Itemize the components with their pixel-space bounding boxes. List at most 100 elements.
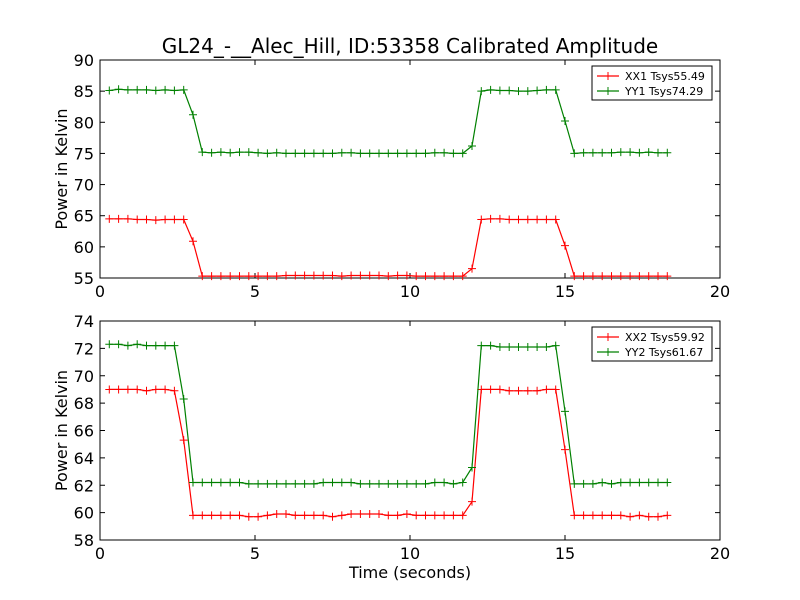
data-point	[616, 511, 625, 520]
data-point	[430, 511, 439, 520]
data-point	[142, 341, 151, 350]
data-point	[337, 478, 346, 487]
data-point	[356, 271, 365, 280]
data-point	[644, 148, 653, 157]
data-point	[133, 385, 142, 394]
data-point	[189, 237, 197, 246]
data-point	[356, 479, 365, 488]
data-point	[616, 148, 625, 157]
data-point	[588, 479, 597, 488]
data-point	[198, 478, 207, 487]
data-point	[393, 511, 402, 520]
data-point	[189, 511, 197, 520]
data-point	[347, 478, 356, 487]
data-point	[421, 272, 430, 281]
data-point	[607, 511, 616, 520]
data-point	[347, 509, 356, 518]
data-point	[319, 271, 328, 280]
data-point	[189, 110, 197, 119]
data-point	[421, 149, 430, 158]
data-point	[505, 386, 514, 395]
data-point	[309, 479, 318, 488]
data-point	[179, 395, 188, 404]
data-point	[282, 271, 290, 280]
data-point	[588, 148, 597, 157]
data-point	[161, 85, 170, 94]
y-tick-label: 66	[74, 422, 94, 441]
data-point	[579, 479, 588, 488]
y-tick-label: 85	[74, 82, 94, 101]
data-point	[561, 117, 569, 126]
data-point	[495, 385, 504, 394]
data-point	[133, 340, 142, 349]
data-point	[449, 149, 458, 158]
data-point	[579, 511, 588, 520]
data-point	[151, 216, 160, 225]
data-point	[244, 512, 253, 521]
y-tick-label: 70	[74, 176, 94, 195]
data-point	[356, 509, 365, 518]
x-tick-label: 20	[710, 544, 730, 563]
data-point	[495, 343, 504, 352]
data-point	[114, 214, 123, 223]
legend-label: XX1 Tsys55.49	[625, 70, 705, 83]
data-point	[347, 271, 356, 280]
data-point	[468, 463, 476, 472]
data-point	[598, 272, 607, 281]
data-point	[663, 272, 672, 281]
data-point	[616, 272, 625, 281]
data-point	[226, 511, 235, 520]
data-point	[254, 479, 263, 488]
data-point	[607, 272, 616, 281]
data-point	[626, 272, 635, 281]
data-point	[263, 511, 272, 520]
legend-marker	[604, 87, 612, 95]
data-point	[365, 509, 374, 518]
data-point	[561, 407, 569, 416]
data-point	[170, 386, 179, 395]
data-point	[533, 343, 542, 352]
data-point	[440, 272, 449, 281]
data-point	[189, 478, 197, 487]
data-point	[272, 148, 281, 157]
data-point	[551, 385, 560, 394]
legend-marker	[604, 72, 612, 80]
data-point	[114, 340, 123, 349]
data-point	[207, 272, 216, 281]
data-point	[505, 215, 514, 224]
data-point	[263, 149, 272, 158]
x-tick-label: 0	[95, 282, 105, 301]
legend-box	[591, 65, 713, 101]
data-point	[300, 479, 309, 488]
x-tick-label: 5	[250, 544, 260, 563]
data-point	[151, 385, 160, 394]
data-point	[161, 215, 170, 224]
x-axis-label: Time (seconds)	[348, 563, 471, 582]
legend: XX2 Tsys59.92 YY2 Tsys61.67	[591, 326, 713, 362]
data-point	[384, 272, 393, 281]
data-point	[375, 149, 383, 158]
data-point	[477, 87, 486, 96]
data-point	[542, 85, 551, 94]
data-point	[598, 478, 607, 487]
data-point	[207, 148, 216, 157]
data-point	[570, 511, 579, 520]
chart-panel-1: GL24_-__Alec_Hill, ID:53358 Calibrated A…	[52, 34, 730, 301]
y-axis-label: Power in Kelvin	[52, 108, 71, 229]
data-point	[272, 272, 281, 281]
data-point	[495, 86, 504, 95]
y-tick-label: 60	[74, 504, 94, 523]
data-point	[179, 85, 188, 94]
data-point	[384, 479, 393, 488]
data-point	[412, 511, 421, 520]
data-point	[542, 215, 551, 224]
data-point	[244, 479, 253, 488]
data-point	[607, 479, 616, 488]
data-point	[430, 478, 439, 487]
data-point	[663, 148, 672, 157]
data-point	[430, 272, 439, 281]
data-point	[523, 215, 532, 224]
data-point	[579, 272, 588, 281]
data-point	[263, 479, 272, 488]
data-point	[216, 478, 225, 487]
